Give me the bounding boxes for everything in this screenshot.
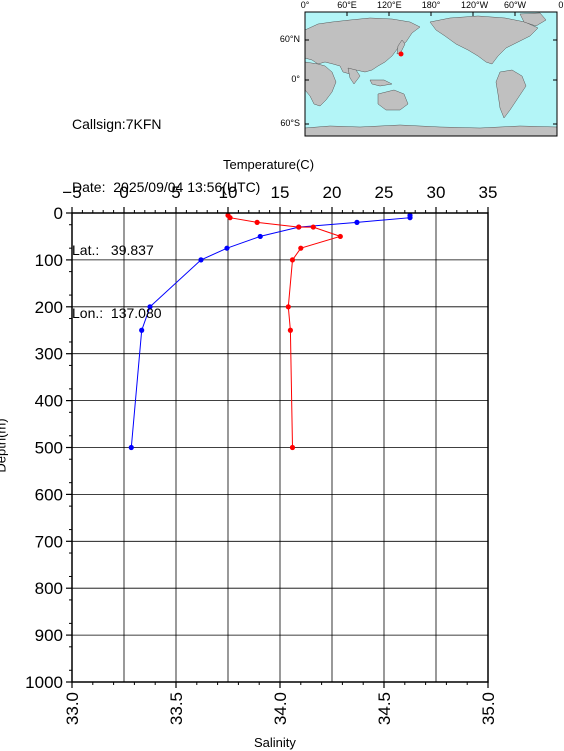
lon-row: Lon.: 137.080 <box>72 303 260 324</box>
salinity-tick-label: 34.0 <box>271 692 290 725</box>
depth-tick-label: 400 <box>35 392 63 411</box>
temperature-point <box>407 215 413 221</box>
land-antarctica <box>304 124 558 137</box>
depth-tick-label: 200 <box>35 298 63 317</box>
temperature-tick-label: 30 <box>427 183 446 202</box>
salinity-point <box>285 304 291 310</box>
map-lon-label: 60°W <box>503 0 527 10</box>
depth-tick-label: 700 <box>35 532 63 551</box>
lat-label: Lat.: <box>72 242 100 258</box>
temperature-profile-line <box>130 215 411 448</box>
temperature-tick-label: 5 <box>171 183 180 202</box>
profile-plot: 0 100 200 300 400 500 600 700 800 900 1000 −5 0 5 10 1… <box>25 183 498 725</box>
temperature-point <box>147 304 153 310</box>
temperature-tick-label: 35 <box>479 183 498 202</box>
callsign-value: 7KFN <box>125 116 162 132</box>
temperature-point <box>128 444 134 451</box>
temperature-tick-label: −5 <box>62 183 81 202</box>
salinity-point <box>227 215 233 221</box>
land-south-america <box>495 69 527 119</box>
land-north-america <box>429 15 539 65</box>
grid <box>72 213 488 682</box>
map-lat-label: 0° <box>291 74 300 84</box>
temperature-point <box>139 327 145 333</box>
date-value: 2025/09/04 13:56(UTC) <box>113 179 261 195</box>
map-lon-label: 120°W <box>461 0 489 10</box>
depth-axis-title: Depth(m) <box>0 418 9 473</box>
callsign-row: Callsign:7KFN <box>72 114 260 135</box>
station-info: Callsign:7KFN Date: 2025/09/04 13:56(UTC… <box>72 72 260 345</box>
salinity-axis-title: Salinity <box>254 735 296 750</box>
map-lon-label: 60°E <box>337 0 357 10</box>
temperature-point <box>224 245 230 251</box>
salinity-tick-label: 34.5 <box>375 692 394 725</box>
salinity-point <box>296 224 302 230</box>
callsign-label: Callsign: <box>72 116 126 132</box>
map-lon-label: 0° <box>300 0 310 10</box>
temperature-point <box>257 233 263 240</box>
temperature-tick-label: 20 <box>323 183 342 202</box>
world-map <box>304 11 558 137</box>
map-land <box>304 12 558 137</box>
map-ticks <box>304 12 558 125</box>
salinity-point <box>289 444 296 451</box>
depth-tick-label: 600 <box>35 485 63 504</box>
temperature-point <box>198 257 204 263</box>
map-lat-label: 60°N <box>279 34 300 44</box>
temperature-tick-label: 15 <box>271 183 290 202</box>
lon-label: Lon.: <box>72 305 104 321</box>
temperature-tick-label: 0 <box>119 183 128 202</box>
depth-tick-label: 800 <box>35 579 63 598</box>
depth-tick-label: 1000 <box>25 673 63 692</box>
depth-tick-label: 900 <box>35 626 63 645</box>
depth-tick-label: 0 <box>54 204 63 223</box>
salinity-point <box>310 224 316 230</box>
lon-value: 137.080 <box>110 305 162 321</box>
temperature-point <box>354 219 360 225</box>
lat-row: Lat.: 39.837 <box>72 240 260 261</box>
land-india <box>347 67 361 85</box>
salinity-point <box>289 257 296 263</box>
date-row: Date: 2025/09/04 13:56(UTC) <box>72 177 260 198</box>
plot-frame <box>71 212 489 683</box>
salinity-tick-label: 33.0 <box>63 692 82 725</box>
land-indonesia <box>369 79 393 87</box>
salinity-tick-label: 33.5 <box>167 692 186 725</box>
depth-axis: 0 100 200 300 400 500 600 700 800 900 1000 <box>25 204 72 692</box>
map-lon-label: 0° <box>558 0 564 10</box>
series-layer <box>128 212 413 451</box>
salinity-point <box>287 327 293 333</box>
salinity-point <box>254 219 260 225</box>
depth-tick-label: 100 <box>35 251 63 270</box>
depth-tick-label: 500 <box>35 439 63 458</box>
land-eurasia <box>304 17 421 75</box>
observation-marker <box>398 51 404 57</box>
lat-value: 39.837 <box>110 242 154 258</box>
temperature-axis-title: Temperature(C) <box>223 157 315 172</box>
map-lat-label: 60°S <box>280 118 300 128</box>
map-lon-label: 120°E <box>377 0 402 10</box>
land-australia <box>377 89 409 111</box>
salinity-point <box>298 245 304 251</box>
salinity-point <box>337 233 343 240</box>
map-lon-label: 180° <box>421 0 441 10</box>
land-japan <box>396 39 406 55</box>
date-label: Date: <box>72 179 106 195</box>
salinity-tick-label: 35.0 <box>479 692 498 725</box>
salinity-axis: 33.0 33.5 34.0 34.5 35.0 <box>63 682 498 725</box>
temperature-tick-label: 10 <box>219 183 238 202</box>
temperature-tick-label: 25 <box>375 183 394 202</box>
land-greenland <box>519 12 547 27</box>
depth-tick-label: 300 <box>35 345 63 364</box>
land-africa <box>304 61 337 107</box>
